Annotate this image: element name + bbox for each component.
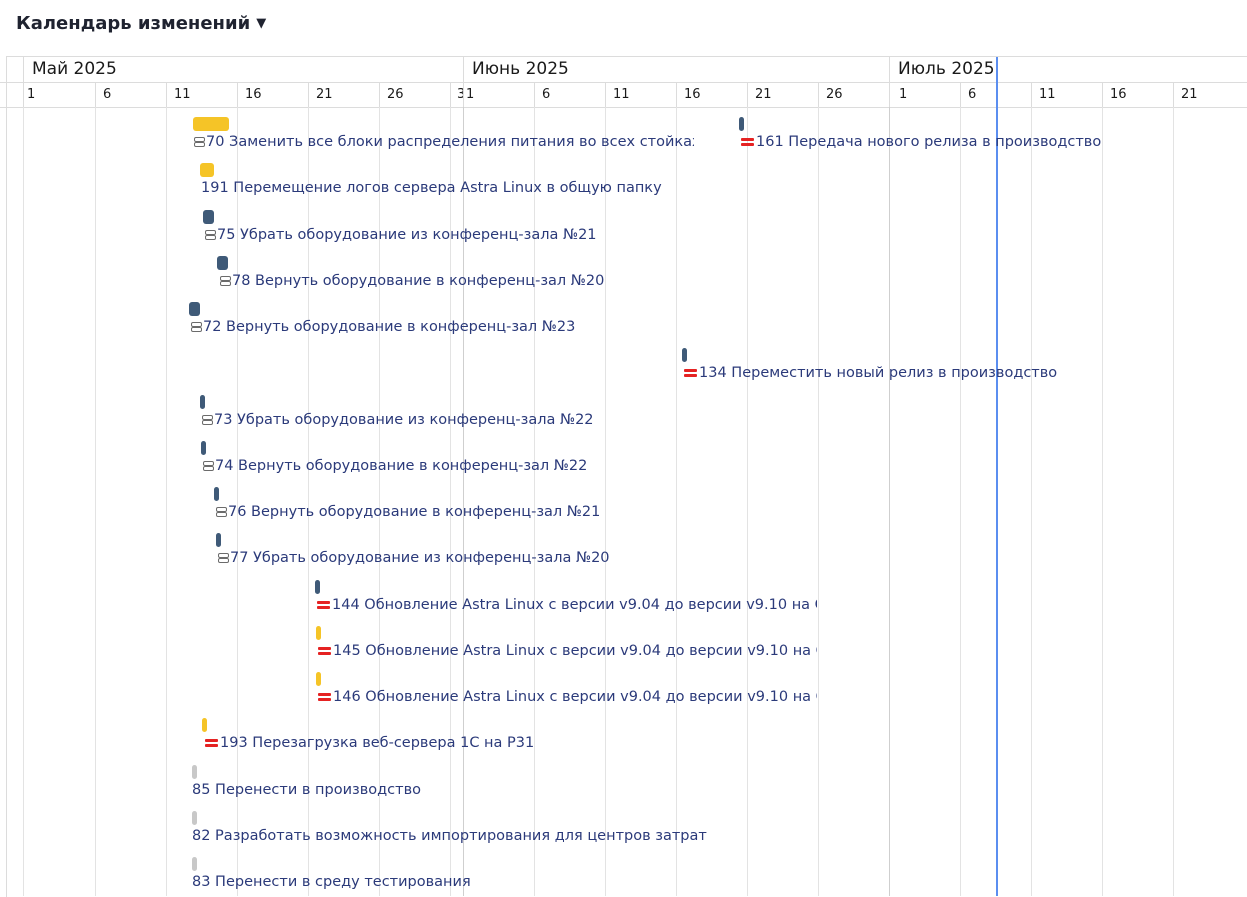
gridline	[308, 107, 309, 896]
day-header-row: 1 6 11 16 21 26 31 1 6 11 16 21 26 1 6 1…	[0, 83, 1247, 108]
gridline	[237, 107, 238, 896]
task-bar-191[interactable]	[200, 163, 214, 177]
day-tick: 6	[95, 83, 166, 107]
chevron-down-icon: ▼	[256, 15, 267, 31]
task-bar-144[interactable]	[315, 580, 320, 594]
day-tick: 1	[463, 83, 534, 107]
gridline	[960, 107, 961, 896]
stack-icon	[205, 230, 216, 240]
day-tick: 16	[237, 83, 308, 107]
day-tick: 11	[166, 83, 237, 107]
stack-icon	[216, 507, 227, 517]
task-bar-78[interactable]	[217, 256, 228, 270]
page-title-dropdown[interactable]: Календарь изменений ▼	[16, 11, 266, 35]
gridline	[23, 107, 24, 896]
stack-icon	[191, 322, 202, 332]
gridline	[95, 107, 96, 896]
task-label-78[interactable]: 78 Вернуть оборудование в конференц-зал …	[220, 272, 640, 290]
task-label-72[interactable]: 72 Вернуть оборудование в конференц-зал …	[191, 318, 611, 336]
gridline	[166, 107, 167, 896]
stack-icon	[203, 461, 214, 471]
gridline	[605, 107, 606, 896]
task-label-82[interactable]: 82 Разработать возможность импортировани…	[192, 828, 707, 844]
task-label-76[interactable]: 76 Вернуть оборудование в конференц-зал …	[216, 503, 636, 521]
task-bar-77[interactable]	[216, 533, 221, 547]
stack-icon	[194, 137, 205, 147]
priority-high-icon	[318, 647, 331, 655]
task-bar-73[interactable]	[200, 395, 205, 409]
month-header-row: Май 2025 Июнь 2025 Июль 2025	[0, 57, 1247, 83]
day-tick: 26	[818, 83, 889, 107]
gantt-chart	[6, 56, 1247, 897]
gridline-month	[463, 107, 464, 896]
stack-icon	[220, 276, 231, 286]
month-may: Май 2025	[23, 57, 463, 82]
task-bar-74[interactable]	[201, 441, 206, 455]
task-bar-85[interactable]	[192, 765, 197, 779]
gridline	[450, 107, 451, 896]
task-label-70[interactable]: 70 Заменить все блоки распределения пита…	[194, 133, 694, 151]
gridline	[1173, 107, 1174, 896]
day-tick: 26	[379, 83, 450, 107]
gridline	[747, 107, 748, 896]
day-tick: 6	[534, 83, 605, 107]
day-tick: 31	[450, 83, 463, 107]
day-tick: 16	[1102, 83, 1173, 107]
day-tick: 11	[1031, 83, 1102, 107]
gridline	[676, 107, 677, 896]
task-bar-193[interactable]	[202, 718, 207, 732]
task-bar-145[interactable]	[316, 626, 321, 640]
gridline	[818, 107, 819, 896]
task-bar-70[interactable]	[193, 117, 229, 131]
stack-icon	[218, 553, 229, 563]
gridline	[534, 107, 535, 896]
day-tick: 1	[889, 83, 960, 107]
task-label-134[interactable]: 134 Переместить новый релиз в производст…	[684, 364, 1064, 382]
task-label-83[interactable]: 83 Перенести в среду тестирования	[192, 874, 471, 890]
row-gutter	[7, 57, 24, 896]
gridline	[379, 107, 380, 896]
month-june: Июнь 2025	[463, 57, 889, 82]
task-label-73[interactable]: 73 Убрать оборудование из конференц-зала…	[202, 411, 622, 429]
day-tick: 21	[308, 83, 379, 107]
task-label-161[interactable]: 161 Передача нового релиза в производств…	[741, 133, 1111, 151]
day-tick: 1	[23, 83, 95, 107]
day-tick: 6	[960, 83, 1031, 107]
day-tick: 21	[1173, 83, 1247, 107]
priority-high-icon	[318, 693, 331, 701]
task-bar-161[interactable]	[739, 117, 744, 131]
priority-high-icon	[741, 138, 754, 146]
task-label-191[interactable]: 191 Перемещение логов сервера Astra Linu…	[201, 180, 662, 196]
task-label-146[interactable]: 146 Обновление Astra Linux с версии v9.0…	[318, 688, 817, 706]
task-bar-146[interactable]	[316, 672, 321, 686]
priority-high-icon	[317, 601, 330, 609]
day-tick: 21	[747, 83, 818, 107]
day-tick: 11	[605, 83, 676, 107]
gridline	[1102, 107, 1103, 896]
task-bar-134[interactable]	[682, 348, 687, 362]
task-label-145[interactable]: 145 Обновление Astra Linux с версии v9.0…	[318, 642, 817, 660]
task-label-144[interactable]: 144 Обновление Astra Linux с версии v9.0…	[317, 596, 817, 614]
day-tick: 16	[676, 83, 747, 107]
task-label-77[interactable]: 77 Убрать оборудование из конференц-зала…	[218, 549, 638, 567]
task-bar-75[interactable]	[203, 210, 214, 224]
task-bar-82[interactable]	[192, 811, 197, 825]
priority-high-icon	[205, 739, 218, 747]
gridline-month	[889, 107, 890, 896]
page-title: Календарь изменений	[16, 12, 251, 34]
stack-icon	[202, 415, 213, 425]
gridline	[1031, 107, 1032, 896]
month-july: Июль 2025	[889, 57, 1247, 82]
task-bar-72[interactable]	[189, 302, 200, 316]
today-marker	[996, 57, 998, 896]
task-label-74[interactable]: 74 Вернуть оборудование в конференц-зал …	[203, 457, 623, 475]
task-label-85[interactable]: 85 Перенести в производство	[192, 782, 421, 798]
task-label-193[interactable]: 193 Перезагрузка веб-сервера 1С на Р31	[205, 734, 585, 752]
task-label-75[interactable]: 75 Убрать оборудование из конференц-зала…	[205, 226, 625, 244]
task-bar-83[interactable]	[192, 857, 197, 871]
priority-high-icon	[684, 369, 697, 377]
task-bar-76[interactable]	[214, 487, 219, 501]
